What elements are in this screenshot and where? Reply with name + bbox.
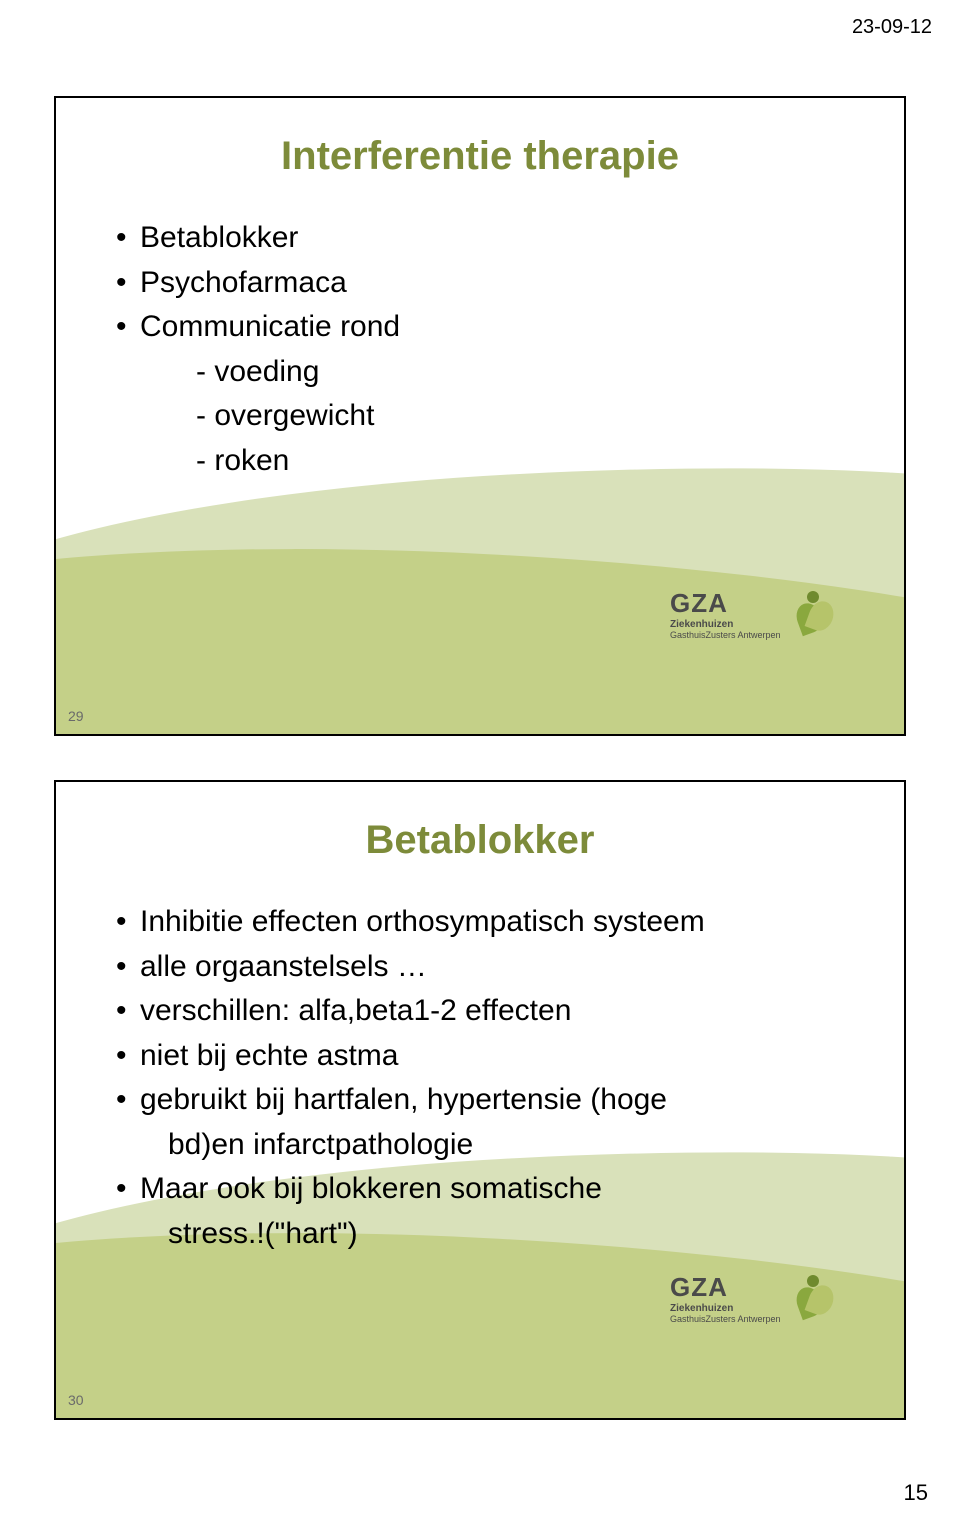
slide-30: Betablokker Inhibitie effecten orthosymp… bbox=[54, 780, 906, 1420]
list-item: Maar ook bij blokkeren somatische bbox=[116, 1169, 864, 1210]
logo-brand: GZA bbox=[670, 1272, 781, 1303]
list-item: niet bij echte astma bbox=[116, 1036, 864, 1077]
logo-text: GZA Ziekenhuizen GasthuisZusters Antwerp… bbox=[670, 1272, 781, 1324]
page: 23-09-12 Interferentie therapie Betablok… bbox=[0, 0, 960, 1526]
logo-line2: GasthuisZusters Antwerpen bbox=[670, 1314, 781, 1324]
list-subitem: - overgewicht bbox=[116, 396, 864, 437]
leaf-icon bbox=[791, 589, 835, 639]
list-item: alle orgaanstelsels … bbox=[116, 947, 864, 988]
slide-body: Betablokker Psychofarmaca Communicatie r… bbox=[116, 218, 864, 485]
list-subitem: - roken bbox=[116, 441, 864, 482]
list-item: Communicatie rond bbox=[116, 307, 864, 348]
list-item-wrap: bd)en infarctpathologie bbox=[116, 1125, 864, 1166]
list-item: Psychofarmaca bbox=[116, 263, 864, 304]
slide-title: Interferentie therapie bbox=[56, 134, 904, 179]
page-number: 15 bbox=[904, 1480, 928, 1506]
logo-brand: GZA bbox=[670, 588, 781, 619]
list-item-wrap: stress.!("hart") bbox=[116, 1214, 864, 1255]
logo-line1: Ziekenhuizen bbox=[670, 1303, 781, 1314]
slide-title: Betablokker bbox=[56, 818, 904, 863]
list-item: verschillen: alfa,beta1-2 effecten bbox=[116, 991, 864, 1032]
gza-logo: GZA Ziekenhuizen GasthuisZusters Antwerp… bbox=[670, 584, 880, 644]
logo-line1: Ziekenhuizen bbox=[670, 619, 781, 630]
slide-body: Inhibitie effecten orthosympatisch syste… bbox=[116, 902, 864, 1258]
list-item: Inhibitie effecten orthosympatisch syste… bbox=[116, 902, 864, 943]
list-item: gebruikt bij hartfalen, hypertensie (hog… bbox=[116, 1080, 864, 1121]
slide-29: Interferentie therapie Betablokker Psych… bbox=[54, 96, 906, 736]
leaf-icon bbox=[791, 1273, 835, 1323]
list-subitem: - voeding bbox=[116, 352, 864, 393]
slide-number: 29 bbox=[68, 708, 84, 724]
gza-logo: GZA Ziekenhuizen GasthuisZusters Antwerp… bbox=[670, 1268, 880, 1328]
logo-line2: GasthuisZusters Antwerpen bbox=[670, 630, 781, 640]
page-date: 23-09-12 bbox=[852, 16, 932, 39]
slide-number: 30 bbox=[68, 1392, 84, 1408]
list-item: Betablokker bbox=[116, 218, 864, 259]
logo-text: GZA Ziekenhuizen GasthuisZusters Antwerp… bbox=[670, 588, 781, 640]
